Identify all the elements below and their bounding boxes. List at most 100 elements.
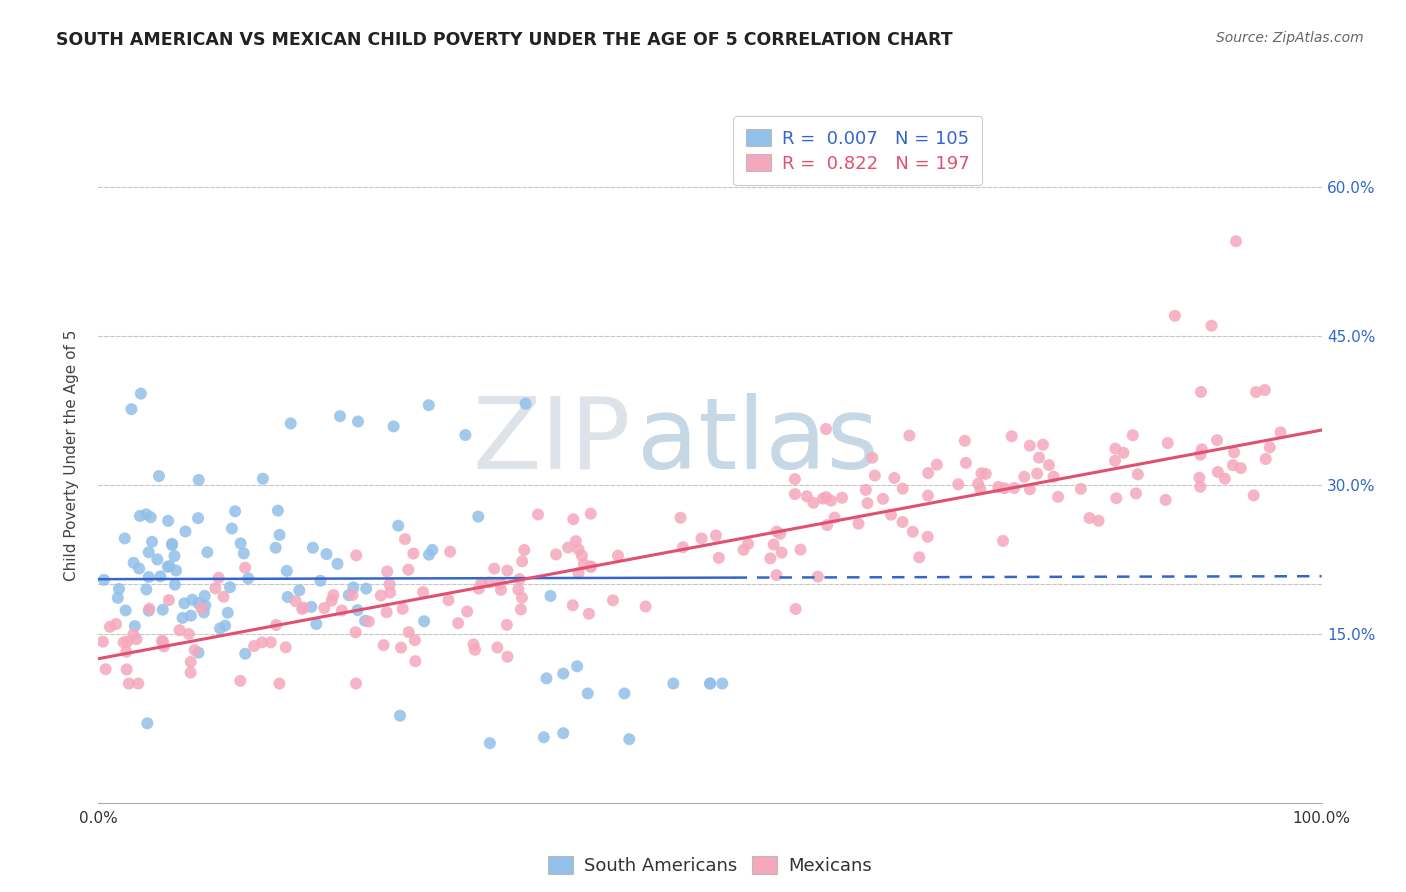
Point <box>250 635 273 649</box>
Point <box>269 528 291 542</box>
Point <box>1270 425 1292 440</box>
Point <box>967 476 990 491</box>
Point <box>344 549 367 563</box>
Point <box>420 543 443 558</box>
Point <box>180 665 202 680</box>
Point <box>321 593 343 607</box>
Point <box>160 538 183 552</box>
Point <box>163 549 186 563</box>
Point <box>1002 481 1025 495</box>
Point <box>785 602 807 616</box>
Point <box>607 549 630 563</box>
Point <box>478 736 501 750</box>
Point <box>1164 309 1187 323</box>
Point <box>848 516 870 531</box>
Point <box>437 593 460 607</box>
Point <box>925 458 948 472</box>
Point <box>463 637 485 651</box>
Point <box>267 503 290 517</box>
Point <box>917 530 939 544</box>
Point <box>993 481 1015 495</box>
Point <box>1154 492 1177 507</box>
Point <box>277 590 299 604</box>
Point <box>238 571 260 585</box>
Point <box>576 686 599 700</box>
Point <box>357 615 380 629</box>
Point <box>578 607 600 621</box>
Point <box>557 541 579 555</box>
Point <box>544 548 567 562</box>
Point <box>180 608 202 623</box>
Point <box>264 618 287 632</box>
Point <box>187 596 209 610</box>
Point <box>269 676 291 690</box>
Point <box>194 599 217 613</box>
Point <box>515 397 537 411</box>
Point <box>204 582 226 596</box>
Point <box>173 596 195 610</box>
Point <box>1189 384 1212 399</box>
Point <box>1019 483 1042 497</box>
Point <box>1070 482 1092 496</box>
Point <box>1087 514 1109 528</box>
Point <box>1112 446 1135 460</box>
Point <box>464 642 486 657</box>
Point <box>1243 488 1265 502</box>
Point <box>863 468 886 483</box>
Point <box>737 537 759 551</box>
Point <box>233 647 256 661</box>
Point <box>292 600 315 615</box>
Point <box>177 627 200 641</box>
Point <box>613 686 636 700</box>
Point <box>1126 467 1149 482</box>
Point <box>120 402 142 417</box>
Point <box>187 473 209 487</box>
Point <box>707 550 730 565</box>
Point <box>305 617 328 632</box>
Point <box>153 640 176 654</box>
Point <box>418 398 440 412</box>
Point <box>987 480 1010 494</box>
Point <box>344 625 367 640</box>
Point <box>252 472 274 486</box>
Point <box>347 415 370 429</box>
Point <box>150 634 173 648</box>
Point <box>124 619 146 633</box>
Point <box>391 602 413 616</box>
Point <box>1222 458 1244 472</box>
Point <box>891 515 914 529</box>
Point <box>1125 486 1147 500</box>
Point <box>733 542 755 557</box>
Point <box>711 676 734 690</box>
Point <box>540 589 562 603</box>
Point <box>219 580 242 594</box>
Point <box>1213 472 1236 486</box>
Point <box>1042 469 1064 483</box>
Point <box>135 508 157 522</box>
Point <box>470 575 492 590</box>
Point <box>389 640 412 655</box>
Point <box>157 593 180 607</box>
Point <box>562 512 585 526</box>
Point <box>152 603 174 617</box>
Point <box>354 582 377 596</box>
Point <box>373 638 395 652</box>
Point <box>901 524 924 539</box>
Point <box>619 732 641 747</box>
Point <box>807 569 830 583</box>
Point <box>690 532 713 546</box>
Point <box>141 534 163 549</box>
Text: Source: ZipAtlas.com: Source: ZipAtlas.com <box>1216 31 1364 45</box>
Point <box>172 611 194 625</box>
Point <box>565 659 588 673</box>
Point <box>232 546 254 560</box>
Point <box>1104 454 1126 468</box>
Point <box>309 574 332 588</box>
Point <box>157 514 180 528</box>
Point <box>855 483 877 497</box>
Point <box>1189 480 1212 494</box>
Point <box>1038 458 1060 472</box>
Point <box>467 509 489 524</box>
Point <box>398 625 420 640</box>
Point <box>128 561 150 575</box>
